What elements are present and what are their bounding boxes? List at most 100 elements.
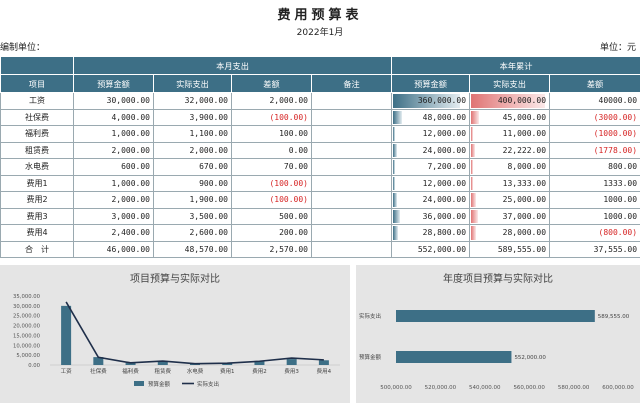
col-header-m-actual: 实际支出 (154, 75, 232, 93)
budget-bar (319, 360, 329, 365)
year-actual-cell-databar (471, 144, 475, 158)
unit-left-label: 编制单位： (0, 40, 45, 53)
unit-right-label: 单位：元 (600, 40, 636, 53)
year-actual-cell-value: 45,000.00 (503, 113, 546, 122)
year-diff-cell: (1000.00) (550, 126, 640, 143)
month-budget-cell: 600.00 (74, 159, 154, 176)
month-diff-cell: 100.00 (232, 126, 312, 143)
note-cell (312, 126, 392, 143)
y-tick-label: 25,000.00 (13, 314, 41, 320)
col-header-item: 项目 (1, 75, 74, 93)
year-actual-cell: 11,000.00 (470, 126, 550, 143)
month-diff-cell: 2,000.00 (232, 93, 312, 110)
year-actual-cell-value: 37,000.00 (503, 212, 546, 221)
y-tick-label: 10,000.00 (13, 343, 41, 349)
y-tick-label: 15,000.00 (13, 333, 41, 339)
col-header-m-budget: 预算金额 (74, 75, 154, 93)
month-actual-cell: 3,500.00 (154, 208, 232, 225)
year-actual-cell-databar (471, 127, 473, 141)
note-cell (312, 175, 392, 192)
year-budget-cell-value: 48,000.00 (423, 113, 466, 122)
year-bar (396, 310, 595, 322)
month-actual-cell: 1,900.00 (154, 192, 232, 209)
note-cell (312, 159, 392, 176)
total-month-diff: 2,570.00 (232, 241, 312, 258)
row-name: 费用3 (1, 208, 74, 225)
x-tick-label: 租赁费 (155, 367, 172, 375)
year-bar (396, 351, 511, 363)
year-actual-cell: 25,000.00 (470, 192, 550, 209)
month-diff-cell: 200.00 (232, 225, 312, 242)
year-diff-cell: 1000.00 (550, 208, 640, 225)
year-budget-cell-databar (393, 210, 400, 224)
y-tick-label: 20,000.00 (13, 324, 41, 330)
year-actual-cell: 22,222.00 (470, 142, 550, 159)
month-budget-cell: 1,000.00 (74, 126, 154, 143)
year-actual-cell: 400,000.00 (470, 93, 550, 110)
year-actual-cell: 8,000.00 (470, 159, 550, 176)
year-budget-cell-value: 12,000.00 (423, 179, 466, 188)
total-note (312, 241, 392, 258)
year-budget-cell-databar (393, 111, 402, 125)
month-actual-cell: 1,100.00 (154, 126, 232, 143)
legend-budget-swatch (134, 381, 144, 386)
x-tick-label: 560,000.00 (513, 385, 545, 391)
year-actual-cell-value: 25,000.00 (503, 195, 546, 204)
note-cell (312, 225, 392, 242)
note-cell (312, 208, 392, 225)
col-header-note: 备注 (312, 75, 392, 93)
year-actual-cell-databar (471, 226, 476, 240)
yearly-chart-title: 年度项目预算与实际对比 (356, 270, 640, 285)
y-tick-label: 5,000.00 (16, 353, 40, 359)
year-actual-cell: 37,000.00 (470, 208, 550, 225)
year-actual-cell-value: 8,000.00 (507, 162, 546, 171)
month-budget-cell: 30,000.00 (74, 93, 154, 110)
month-actual-cell: 32,000.00 (154, 93, 232, 110)
x-tick-label: 500,000.00 (380, 385, 412, 391)
col-header-y-budget: 预算金额 (392, 75, 470, 93)
year-diff-cell: 40000.00 (550, 93, 640, 110)
year-actual-cell-value: 11,000.00 (503, 129, 546, 138)
year-budget-cell: 24,000.00 (392, 142, 470, 159)
month-actual-cell: 3,900.00 (154, 109, 232, 126)
month-budget-cell: 2,400.00 (74, 225, 154, 242)
x-tick-label: 费用4 (317, 367, 332, 375)
y-tick-label: 30,000.00 (13, 304, 41, 310)
year-actual-cell: 45,000.00 (470, 109, 550, 126)
x-tick-label: 580,000.00 (558, 385, 590, 391)
year-budget-cell-value: 24,000.00 (423, 146, 466, 155)
month-budget-cell: 2,000.00 (74, 142, 154, 159)
y-tick-label: 实际支出 (359, 312, 381, 320)
year-budget-cell-databar (393, 127, 395, 141)
year-actual-cell-databar (471, 111, 479, 125)
month-diff-cell: (100.00) (232, 175, 312, 192)
total-month-budget: 46,000.00 (74, 241, 154, 258)
month-diff-cell: 70.00 (232, 159, 312, 176)
monthly-chart-title: 项目预算与实际对比 (0, 270, 350, 285)
x-tick-label: 工资 (61, 367, 73, 375)
year-diff-cell: 800.00 (550, 159, 640, 176)
x-tick-label: 520,000.00 (425, 385, 457, 391)
year-budget-cell-databar (393, 226, 398, 240)
month-diff-cell: 500.00 (232, 208, 312, 225)
month-budget-cell: 4,000.00 (74, 109, 154, 126)
bar-value-label: 589,555.00 (598, 314, 630, 320)
note-cell (312, 109, 392, 126)
total-year-budget: 552,000.00 (392, 241, 470, 258)
legend-actual-label: 实际支出 (197, 380, 219, 388)
x-tick-label: 费用1 (220, 367, 235, 375)
year-budget-cell-value: 7,200.00 (427, 162, 466, 171)
year-budget-cell: 28,800.00 (392, 225, 470, 242)
month-budget-cell: 1,000.00 (74, 175, 154, 192)
monthly-chart: 35,000.0030,000.0025,000.0020,000.0015,0… (0, 265, 350, 403)
x-tick-label: 费用3 (284, 367, 299, 375)
year-diff-cell: 1000.00 (550, 192, 640, 209)
month-actual-cell: 900.00 (154, 175, 232, 192)
page-title: 费用预算表 (0, 4, 640, 23)
col-header-m-diff: 差额 (232, 75, 312, 93)
year-actual-cell-databar (471, 160, 473, 174)
row-name: 租赁费 (1, 142, 74, 159)
bar-value-label: 552,000.00 (514, 355, 546, 361)
